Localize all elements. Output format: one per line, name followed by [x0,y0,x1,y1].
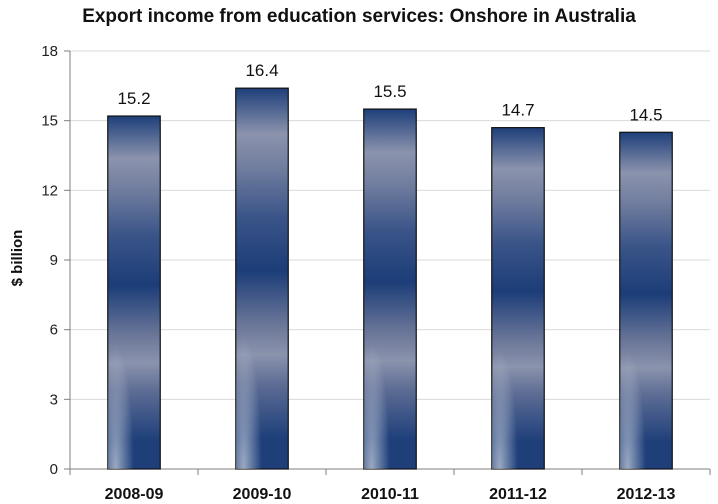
x-category-label: 2009-10 [233,486,292,503]
bar-highlight [491,127,545,469]
x-category-label: 2010-11 [361,486,419,503]
data-label: 14.5 [629,105,662,124]
y-axis-title: $ billion [9,230,26,287]
data-label: 15.5 [373,82,406,101]
y-tick-label: 15 [41,113,58,130]
bar-highlight [235,88,289,470]
bars [107,87,673,470]
x-category-label: 2012-13 [617,486,676,503]
labels: 0 3 6 9 12 15 18 15.2 2008-09 16.4 2009-10 15.5 2010… [41,43,675,503]
x-category-label: 2008-09 [105,486,164,503]
data-label: 16.4 [245,61,278,80]
y-tick-label: 18 [41,43,58,60]
data-label: 15.2 [117,89,150,108]
bar-highlight [619,132,673,469]
y-tick-label: 12 [41,182,58,199]
y-tick-label: 9 [50,252,58,269]
y-tick-label: 3 [50,391,58,408]
bar-highlight [363,109,417,470]
x-category-label: 2011-12 [489,486,547,503]
y-tick-label: 6 [50,322,58,339]
bar-highlight [107,116,161,470]
y-tick-label: 0 [50,461,58,478]
chart-title: Export income from education services: O… [82,6,636,27]
data-label: 14.7 [501,101,534,120]
